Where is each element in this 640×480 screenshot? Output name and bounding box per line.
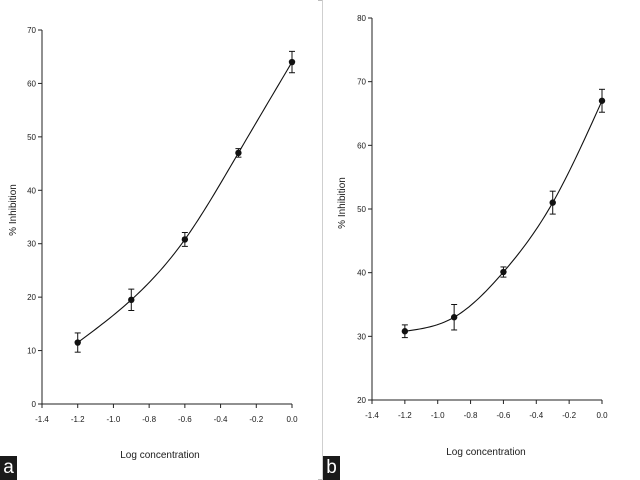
chart-a-data-point bbox=[235, 149, 242, 157]
chart-b-x-tick-label: 0.0 bbox=[596, 411, 608, 420]
chart-b-y-axis-title: % Inhibition bbox=[337, 177, 348, 229]
chart-a-y-tick-label: 30 bbox=[27, 240, 36, 249]
chart-b-x-tick-label: -1.0 bbox=[431, 411, 445, 420]
chart-a-fit-curve bbox=[77, 61, 293, 344]
chart-a-data-point bbox=[74, 339, 81, 346]
chart-a: -1.4 -1.2 -1.0 -0.8 -0.6 -0.4 -0.2 0.0 0 10 20 30 40… bbox=[8, 26, 298, 461]
chart-b-data-point bbox=[598, 97, 606, 104]
chart-b-data-point bbox=[549, 199, 556, 206]
chart-a-x-tick-label: -0.2 bbox=[249, 415, 263, 424]
chart-a-x-tick-label: -0.4 bbox=[214, 415, 228, 424]
chart-a-x-tick-label: -1.4 bbox=[35, 415, 49, 424]
chart-b-y-tick-label: 20 bbox=[357, 396, 366, 405]
chart-a-data-point bbox=[288, 58, 296, 66]
panel-a: -1.4 -1.2 -1.0 -0.8 -0.6 -0.4 -0.2 0.0 0 10 20 30 40… bbox=[0, 0, 318, 480]
chart-b-y-tick-label: 50 bbox=[357, 205, 366, 214]
chart-a-y-tick-label: 70 bbox=[27, 26, 36, 35]
chart-b-x-tick-label: -1.2 bbox=[398, 411, 412, 420]
chart-a-y-tick-label: 20 bbox=[27, 293, 36, 302]
chart-a-y-tick-label: 50 bbox=[27, 133, 36, 142]
chart-b-y-tick-label: 40 bbox=[357, 269, 366, 278]
chart-a-x-tick-label: -1.0 bbox=[107, 415, 121, 424]
chart-a-y-axis-title: % Inhibition bbox=[8, 184, 19, 236]
chart-a-y-tick-label: 10 bbox=[27, 347, 36, 356]
chart-a-data-point bbox=[128, 296, 135, 304]
chart-b-x-tick-label: -0.2 bbox=[562, 411, 576, 420]
chart-b: -1.4 -1.2 -1.0 -0.8 -0.6 -0.4 -0.2 0.0 20 30 40 50 6… bbox=[337, 14, 608, 458]
chart-a-y-tick-label: 60 bbox=[27, 79, 36, 88]
chart-b-data-point bbox=[450, 314, 458, 321]
chart-b-data-point bbox=[401, 328, 409, 335]
chart-b-data-point bbox=[500, 268, 507, 276]
chart-b-y-tick-label: 80 bbox=[357, 14, 366, 23]
panel-b: -1.4 -1.2 -1.0 -0.8 -0.6 -0.4 -0.2 0.0 20 30 40 50 6… bbox=[322, 0, 640, 480]
chart-a-y-tick-label: 40 bbox=[27, 186, 36, 195]
chart-a-y-tick-label: 0 bbox=[32, 400, 37, 409]
chart-b-x-axis-title: Log concentration bbox=[446, 447, 526, 458]
chart-b-x-tick-label: -0.8 bbox=[464, 411, 478, 420]
chart-b-x-tick-label: -0.4 bbox=[529, 411, 543, 420]
panel-label-b: b bbox=[323, 456, 340, 480]
chart-a-x-axis-title: Log concentration bbox=[120, 450, 200, 461]
chart-b-y-tick-label: 70 bbox=[357, 78, 366, 87]
chart-b-y-tick-label: 60 bbox=[357, 141, 366, 150]
chart-b-x-tick-label: -1.4 bbox=[365, 411, 379, 420]
panel-label-a: a bbox=[0, 456, 17, 480]
chart-b-y-tick-label: 30 bbox=[357, 332, 366, 341]
chart-b-fit-curve bbox=[404, 100, 603, 332]
chart-b-x-tick-label: -0.6 bbox=[497, 411, 511, 420]
chart-a-data-point bbox=[181, 236, 189, 243]
chart-a-x-tick-label: -0.8 bbox=[142, 415, 156, 424]
chart-a-x-tick-label: 0.0 bbox=[286, 415, 298, 424]
chart-a-x-tick-label: -0.6 bbox=[178, 415, 192, 424]
chart-a-x-tick-label: -1.2 bbox=[71, 415, 85, 424]
